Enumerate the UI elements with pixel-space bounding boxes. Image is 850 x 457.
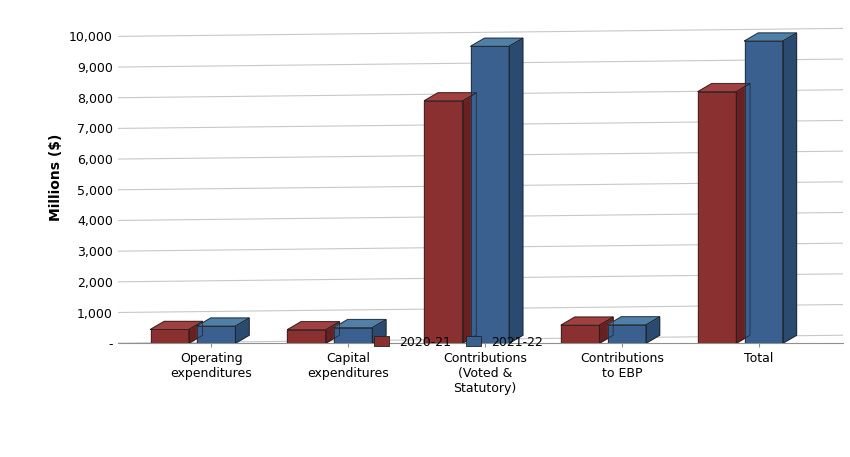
Polygon shape xyxy=(150,329,189,343)
Polygon shape xyxy=(189,321,202,343)
Polygon shape xyxy=(150,321,202,329)
Polygon shape xyxy=(698,91,736,343)
Y-axis label: Millions ($): Millions ($) xyxy=(49,133,64,221)
Polygon shape xyxy=(462,93,476,343)
Polygon shape xyxy=(424,93,476,101)
Polygon shape xyxy=(698,84,750,91)
Polygon shape xyxy=(745,33,796,41)
Polygon shape xyxy=(326,322,339,343)
Polygon shape xyxy=(372,319,386,343)
Polygon shape xyxy=(646,317,660,343)
Polygon shape xyxy=(471,38,523,46)
Polygon shape xyxy=(235,318,249,343)
Polygon shape xyxy=(334,319,386,328)
Polygon shape xyxy=(509,38,523,343)
Polygon shape xyxy=(287,322,339,329)
Polygon shape xyxy=(561,317,613,325)
Polygon shape xyxy=(736,84,750,343)
Polygon shape xyxy=(471,46,509,343)
Polygon shape xyxy=(561,325,599,343)
Polygon shape xyxy=(197,326,235,343)
Polygon shape xyxy=(424,101,462,343)
Polygon shape xyxy=(783,33,796,343)
Polygon shape xyxy=(197,318,249,326)
Polygon shape xyxy=(745,41,783,343)
Polygon shape xyxy=(608,325,646,343)
Polygon shape xyxy=(599,317,613,343)
Legend: 2020-21, 2021-22: 2020-21, 2021-22 xyxy=(369,330,548,354)
Polygon shape xyxy=(287,329,326,343)
Polygon shape xyxy=(334,328,372,343)
Polygon shape xyxy=(608,317,660,325)
